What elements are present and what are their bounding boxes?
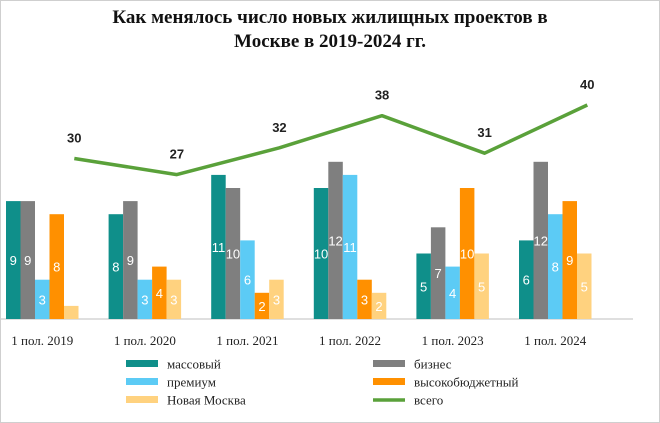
bar-value-label: 5 [420, 279, 427, 294]
bar [577, 253, 592, 319]
bar-value-label: 11 [343, 240, 357, 255]
bar-value-label: 12 [328, 233, 342, 248]
bar-value-label: 12 [534, 233, 548, 248]
bar [269, 279, 284, 319]
legend-item-business-label: бизнес [414, 357, 452, 372]
bar [166, 279, 182, 319]
legend-item-high-budget-label: высокобюджетный [414, 375, 519, 390]
bar [225, 188, 241, 319]
bar [328, 161, 343, 319]
bar [357, 279, 372, 319]
legend-item-mass-label: массовый [167, 357, 221, 372]
bar [108, 214, 124, 319]
total-value-label: 31 [477, 125, 491, 140]
bar [6, 201, 21, 319]
bar [562, 201, 577, 319]
bar [342, 174, 358, 319]
bar-value-label: 2 [375, 299, 382, 314]
bar [416, 253, 431, 319]
bar-value-label: 10 [460, 247, 474, 262]
bar-value-label: 5 [581, 279, 588, 294]
chart-title-line-2: Москве в 2019-2024 гг. [234, 31, 426, 52]
bar-value-label: 11 [212, 240, 226, 255]
bar-value-label: 8 [552, 260, 559, 275]
legend-item-premium-swatch [126, 378, 158, 385]
x-tick-label: 1 пол. 2024 [524, 333, 587, 348]
total-value-label: 38 [375, 88, 389, 103]
bar-value-label: 9 [127, 253, 134, 268]
legend-item-premium-label: премиум [167, 375, 216, 390]
total-value-label: 27 [170, 147, 184, 162]
bar-value-label: 3 [273, 292, 280, 307]
bar-value-label: 7 [435, 266, 442, 281]
chart-title-line-1: Как менялось число новых жилищных проект… [112, 7, 548, 28]
x-tick-label: 1 пол. 2021 [216, 333, 278, 348]
bar-value-label: 8 [112, 260, 119, 275]
x-tick-label: 1 пол. 2019 [11, 333, 73, 348]
bar-value-label: 4 [156, 286, 163, 301]
bar-value-label: 10 [226, 247, 240, 262]
bar-value-label: 10 [314, 247, 328, 262]
total-line [74, 103, 589, 177]
legend-item-new-moscow-swatch [126, 396, 158, 403]
bar-value-label: 3 [170, 292, 177, 307]
bar [548, 214, 563, 319]
bar-value-label: 3 [361, 292, 368, 307]
bar-value-label: 9 [566, 253, 573, 268]
legend-item-business-swatch [373, 360, 405, 367]
bar [35, 279, 50, 319]
bar [474, 253, 489, 319]
x-tick-label: 1 пол. 2023 [422, 333, 484, 348]
total-value-label: 40 [580, 77, 594, 92]
bar [123, 201, 138, 319]
bar [371, 292, 387, 319]
bar [137, 279, 153, 319]
bar [533, 161, 548, 319]
total-value-label: 32 [272, 120, 286, 135]
bar [64, 305, 79, 319]
bar-value-label: 2 [258, 299, 265, 314]
bar-value-label: 3 [141, 292, 148, 307]
x-tick-label: 1 пол. 2022 [319, 333, 381, 348]
legend-item-total-label: всего [414, 393, 443, 408]
total-value-label: 30 [67, 131, 81, 146]
bar [254, 292, 270, 319]
chart-title: Как менялось число новых жилищных проект… [1, 6, 659, 54]
bar [152, 266, 167, 319]
bar-value-label: 3 [39, 292, 46, 307]
bar [49, 214, 64, 319]
bar [459, 188, 475, 319]
bar-value-label: 6 [244, 273, 251, 288]
bar [445, 266, 460, 319]
x-tick-label: 1 пол. 2020 [114, 333, 176, 348]
bar [211, 174, 226, 319]
bar [519, 240, 534, 319]
legend-item-mass-swatch [126, 360, 158, 367]
bar-value-label: 9 [10, 253, 17, 268]
bar-value-label: 8 [53, 260, 60, 275]
legend-item-new-moscow-label: Новая Москва [167, 393, 246, 408]
legend-item-high-budget-swatch [373, 378, 405, 385]
bar [240, 240, 255, 319]
bar-value-label: 4 [449, 286, 456, 301]
bar [430, 227, 446, 319]
bar [20, 201, 35, 319]
bar-value-label: 6 [523, 273, 530, 288]
bar-value-label: 9 [24, 253, 31, 268]
bar [313, 188, 329, 319]
bar-value-label: 5 [478, 279, 485, 294]
